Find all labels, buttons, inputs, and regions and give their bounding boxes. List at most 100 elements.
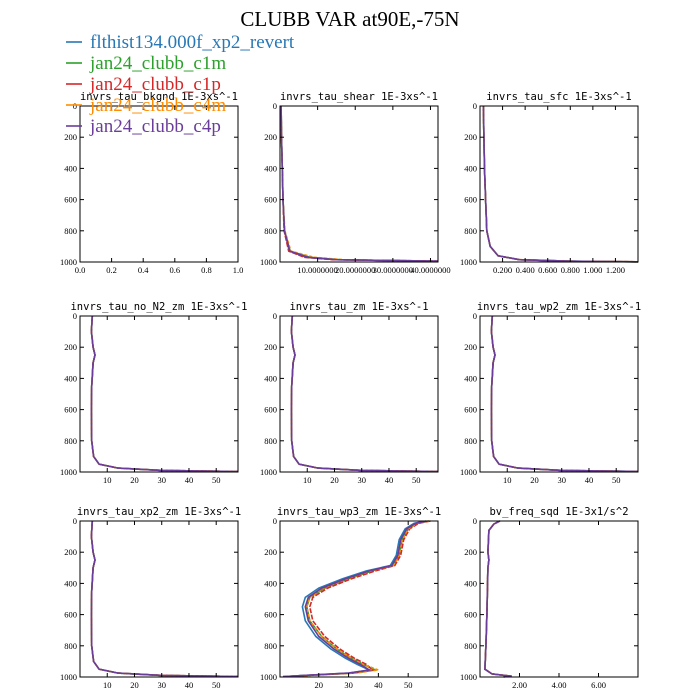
y-tick-label: 800 [464, 436, 477, 446]
series-line-5 [482, 105, 639, 263]
x-tick-label: 0.400 [516, 265, 535, 275]
series-line-1 [90, 520, 239, 678]
x-tick-label: 50 [612, 475, 621, 485]
x-tick-label: 0.6 [169, 265, 180, 275]
plot-frame [279, 315, 439, 473]
y-tick-label: 0 [73, 311, 77, 321]
y-tick-label: 800 [264, 226, 277, 236]
y-tick-label: 200 [264, 342, 277, 352]
panel-3: invrs_tau_sfc 1E-3xs^-1 0.200 0.400 0.600 0.… [460, 91, 639, 275]
plot-frame [279, 520, 439, 678]
y-tick-label: 200 [264, 132, 277, 142]
series-line-4 [280, 105, 439, 263]
panel-title: invrs_tau_no_N2_zm 1E-3xs^-1 [70, 301, 247, 313]
x-tick-label: 30.0000000 [373, 265, 413, 275]
y-tick-label: 200 [64, 547, 77, 557]
series-line-5 [490, 315, 639, 473]
y-tick-label: 400 [464, 373, 477, 383]
y-tick-label: 1000 [260, 257, 277, 267]
y-tick-label: 200 [64, 342, 77, 352]
x-tick-label: 0.600 [538, 265, 557, 275]
series-line-2 [290, 315, 439, 473]
y-tick-label: 1000 [460, 257, 477, 267]
series-line-5 [282, 520, 428, 678]
series-line-3 [280, 105, 439, 262]
y-tick-label: 400 [264, 373, 277, 383]
panel-title: invrs_tau_zm 1E-3xs^-1 [289, 301, 428, 313]
series-line-2 [280, 105, 439, 263]
plot-frame [479, 105, 639, 263]
y-tick-label: 400 [264, 163, 277, 173]
x-tick-label: 20 [530, 475, 539, 485]
y-tick-label: 600 [264, 195, 277, 205]
y-tick-label: 400 [64, 578, 77, 588]
y-tick-label: 1000 [260, 672, 277, 682]
panel-title: invrs_tau_xp2_zm 1E-3xs^-1 [77, 506, 241, 518]
x-tick-label: 20 [315, 680, 324, 690]
y-tick-label: 600 [464, 610, 477, 620]
x-tick-label: 0.0 [75, 265, 86, 275]
x-tick-label: 30 [157, 680, 166, 690]
y-tick-label: 400 [64, 373, 77, 383]
legend-label: jan24_clubb_c1p [89, 74, 221, 95]
series-line-4 [90, 315, 239, 473]
y-tick-label: 600 [464, 405, 477, 415]
series-line-4 [490, 315, 639, 473]
series-line-4 [482, 105, 639, 263]
x-tick-label: 10 [303, 475, 312, 485]
y-tick-label: 400 [464, 163, 477, 173]
x-tick-label: 6.00 [591, 680, 606, 690]
series-line-3 [90, 520, 239, 678]
x-tick-label: 0.200 [493, 265, 512, 275]
panel-title: invrs_tau_sfc 1E-3xs^-1 [486, 91, 631, 103]
x-tick-label: 50 [404, 680, 413, 690]
x-tick-label: 30 [357, 475, 366, 485]
series-line-3 [490, 315, 639, 473]
panel-2: invrs_tau_shear 1E-3xs^-1 10.000000020.00… [260, 91, 451, 275]
series-line-5 [280, 105, 439, 262]
x-tick-label: 10 [503, 475, 512, 485]
y-tick-label: 0 [73, 101, 77, 111]
panel-title: invrs_tau_wp2_zm 1E-3xs^-1 [477, 301, 641, 313]
panel-1: invrs_tau_bkgnd 1E-3xs^-1 0.0 0.2 0.4 0.6 0.8… [60, 91, 243, 275]
series-line-3 [482, 105, 639, 263]
series-line-3 [90, 315, 239, 473]
y-tick-label: 600 [64, 195, 77, 205]
y-tick-label: 1000 [60, 467, 77, 477]
y-tick-label: 800 [464, 226, 477, 236]
series-line-5 [90, 315, 239, 473]
series-line-1 [490, 315, 639, 473]
x-tick-label: 20 [130, 475, 139, 485]
x-tick-label: 20 [330, 475, 339, 485]
y-tick-label: 800 [264, 436, 277, 446]
series-line-4 [290, 315, 439, 473]
x-tick-label: 0.800 [561, 265, 580, 275]
y-tick-label: 0 [473, 101, 477, 111]
y-tick-label: 800 [64, 226, 77, 236]
panel-title: bv_freq_sqd 1E-3x1/s^2 [489, 506, 628, 518]
series-line-5 [290, 315, 439, 473]
x-tick-label: 10 [103, 680, 112, 690]
panels: invrs_tau_bkgnd 1E-3xs^-1 0.0 0.2 0.4 0.6 0.8… [60, 91, 641, 690]
x-tick-label: 10 [103, 475, 112, 485]
series-line-3 [290, 315, 439, 473]
y-tick-label: 200 [64, 132, 77, 142]
x-tick-label: 30 [157, 475, 166, 485]
plot-frame [479, 520, 639, 678]
legend-label: jan24_clubb_c4p [89, 116, 221, 137]
x-tick-label: 50 [412, 475, 421, 485]
y-tick-label: 1000 [60, 672, 77, 682]
y-tick-label: 200 [464, 132, 477, 142]
x-tick-label: 1.200 [606, 265, 625, 275]
plot-frame [479, 315, 639, 473]
series-line-1 [280, 105, 439, 262]
series-line-2 [482, 105, 639, 263]
y-tick-label: 0 [473, 311, 477, 321]
figure-title: CLUBB VAR at90E,-75N [240, 7, 459, 31]
x-tick-label: 0.4 [138, 265, 149, 275]
x-tick-label: 20.0000000 [335, 265, 375, 275]
y-tick-label: 200 [464, 547, 477, 557]
x-tick-label: 40 [185, 475, 194, 485]
panel-5: invrs_tau_zm 1E-3xs^-1 10 20 30 40 50 0 200 400 6… [260, 301, 439, 485]
